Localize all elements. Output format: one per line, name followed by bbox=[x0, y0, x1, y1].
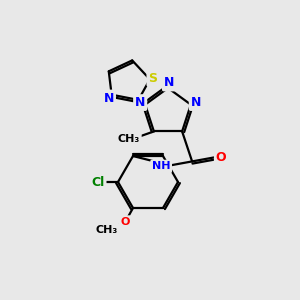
Text: NH: NH bbox=[152, 161, 170, 171]
Text: CH₃: CH₃ bbox=[96, 225, 118, 235]
Text: N: N bbox=[104, 92, 114, 104]
Text: Cl: Cl bbox=[92, 176, 105, 188]
Text: N: N bbox=[190, 96, 201, 109]
Text: O: O bbox=[120, 217, 130, 227]
Text: CH₃: CH₃ bbox=[118, 134, 140, 144]
Text: N: N bbox=[135, 96, 146, 109]
Text: O: O bbox=[216, 151, 226, 164]
Text: N: N bbox=[164, 76, 174, 89]
Text: S: S bbox=[148, 72, 157, 85]
